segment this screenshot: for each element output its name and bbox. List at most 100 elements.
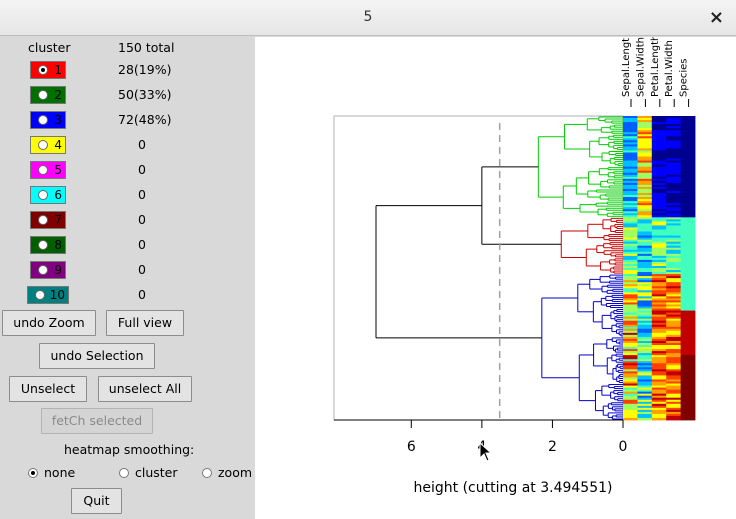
heatmap-cell — [623, 239, 638, 243]
heatmap-cell — [623, 182, 638, 186]
heatmap-cell — [637, 276, 653, 279]
heatmap-cell — [651, 166, 667, 170]
variable-label: Sepal.Width — [635, 37, 646, 97]
heatmap-cell — [623, 347, 638, 350]
heatmap-cell — [651, 265, 667, 269]
heatmap-cell — [623, 387, 638, 390]
heatmap-cell — [666, 373, 681, 376]
heatmap-cell — [680, 288, 696, 291]
heatmap-cell — [623, 314, 638, 318]
heatmap-cell — [651, 195, 667, 198]
fetch-selected-button[interactable]: fetCh selected — [41, 408, 153, 434]
cluster-label: 6 — [54, 188, 62, 202]
undo-zoom-button[interactable]: undo Zoom — [2, 310, 96, 336]
heatmap-cell — [666, 347, 681, 350]
quit-button[interactable]: Quit — [71, 488, 122, 514]
radio-icon — [38, 115, 48, 125]
heatmap-cell — [651, 391, 667, 395]
heatmap-cell — [623, 379, 638, 382]
heatmap-cell — [623, 120, 638, 123]
heatmap-cell — [637, 243, 653, 247]
heatmap-cell — [623, 300, 638, 303]
heatmap-cell — [666, 324, 681, 328]
heatmap-cell — [623, 126, 638, 129]
heatmap-cell — [637, 231, 653, 234]
x-axis-label: height (cutting at 3.494551) — [414, 480, 613, 496]
cluster-button-7[interactable]: 7 — [30, 211, 66, 229]
heatmap-cell — [666, 162, 681, 166]
heatmap-cell — [666, 265, 681, 269]
x-tick-label: 0 — [619, 439, 628, 455]
smoothing-none-radio[interactable]: none — [28, 465, 88, 481]
heatmap-cell — [666, 308, 681, 311]
heatmap-cell — [680, 385, 696, 388]
heatmap-cell — [666, 363, 681, 366]
cluster-button-6[interactable]: 6 — [30, 186, 66, 204]
heatmap-cell — [623, 274, 638, 277]
heatmap-cell — [637, 345, 653, 348]
heatmap-cell — [680, 140, 696, 143]
heatmap-cell — [651, 300, 667, 303]
cluster-button-4[interactable]: 4 — [30, 136, 66, 154]
heatmap-cell — [666, 243, 681, 247]
close-icon[interactable]: × — [708, 7, 724, 28]
cluster-count: 72(48%) — [118, 112, 172, 127]
heatmap-cell — [666, 391, 681, 395]
heatmap-cell — [651, 367, 667, 370]
heatmap-cell — [666, 199, 681, 202]
heatmap-cell — [651, 231, 667, 234]
heatmap-cell — [651, 140, 667, 143]
heatmap-cell — [680, 389, 696, 393]
smoothing-cluster-radio[interactable]: cluster — [119, 465, 189, 481]
plot-canvas[interactable]: 6420 Sepal.LengthSepal.WidthPetal.Length… — [255, 37, 736, 519]
heatmap-cell — [666, 156, 681, 159]
heatmap-cell — [666, 399, 681, 403]
heatmap-cell — [637, 261, 653, 265]
cluster-button-8[interactable]: 8 — [30, 236, 66, 254]
smoothing-zoom-radio[interactable]: zoom — [202, 465, 254, 481]
heatmap-cell — [666, 320, 681, 324]
dendrogram-heatmap-plot[interactable]: 6420 Sepal.LengthSepal.WidthPetal.Length… — [255, 37, 736, 519]
unselect-button[interactable]: Unselect — [9, 376, 87, 402]
heatmap-cell — [623, 211, 638, 214]
heatmap-cell — [637, 239, 653, 243]
heatmap-cell — [680, 328, 696, 332]
heatmap-cell — [666, 178, 681, 182]
heatmap-cell — [623, 170, 638, 174]
heatmap-cell — [623, 229, 638, 232]
heatmap-cell — [623, 124, 638, 127]
cluster-button-9[interactable]: 9 — [30, 261, 66, 279]
heatmap-cell — [637, 349, 653, 352]
heatmap-cell — [623, 168, 638, 172]
heatmap-cell — [623, 193, 638, 196]
undo-selection-button[interactable]: undo Selection — [39, 343, 155, 369]
heatmap-cell — [651, 405, 667, 409]
heatmap-cell — [680, 292, 696, 295]
variable-label: Sepal.Length — [621, 37, 632, 97]
heatmap-cell — [651, 373, 667, 376]
heatmap-cell — [666, 195, 681, 198]
heatmap-cell — [680, 184, 696, 188]
heatmap-cell — [666, 334, 681, 338]
heatmap-cell — [623, 186, 638, 190]
heatmap-cell — [666, 381, 681, 384]
heatmap-cell — [666, 306, 681, 309]
total-header: 150 total — [118, 40, 175, 55]
heatmap-cell — [680, 336, 696, 340]
heatmap-cell — [637, 182, 653, 186]
heatmap-cell — [666, 365, 681, 368]
heatmap-cell — [623, 154, 638, 157]
heatmap-cell — [637, 342, 653, 346]
heatmap-cell — [637, 389, 653, 393]
heatmap-cell — [637, 116, 653, 119]
unselect-all-button[interactable]: unselect All — [98, 376, 192, 402]
heatmap-cell — [623, 322, 638, 326]
heatmap-cell — [666, 140, 681, 143]
cluster-button-3[interactable]: 3 — [30, 111, 66, 129]
cluster-button-10[interactable]: 10 — [27, 286, 69, 304]
full-view-button[interactable]: Full view — [106, 310, 184, 336]
heatmap-cell — [623, 203, 638, 206]
cluster-button-1[interactable]: 1 — [30, 61, 66, 79]
cluster-button-5[interactable]: 5 — [30, 161, 66, 179]
cluster-button-2[interactable]: 2 — [30, 86, 66, 104]
